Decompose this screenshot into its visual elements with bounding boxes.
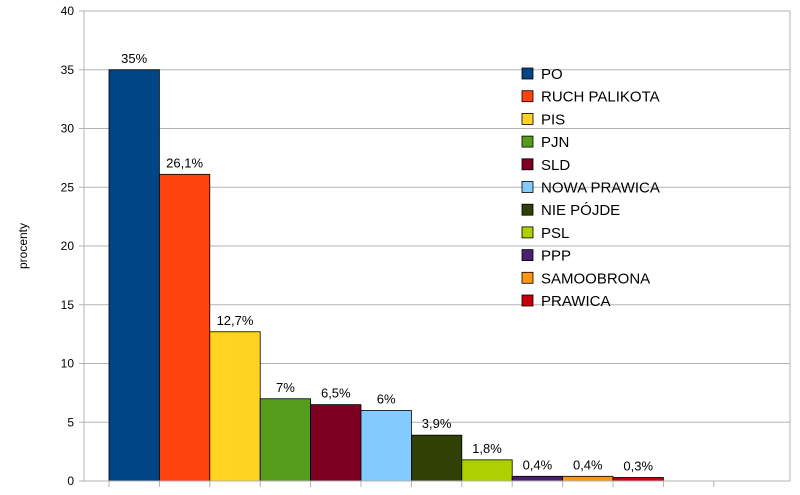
y-tick-label: 20	[61, 239, 75, 253]
y-tick-label: 0	[67, 474, 74, 488]
legend-label: PIS	[541, 111, 565, 128]
y-tick-label: 25	[61, 180, 75, 194]
legend-swatch	[521, 113, 534, 125]
legend-swatch	[521, 158, 534, 171]
bar-ppp	[511, 475, 564, 482]
data-labels: 35% 26,1% 12,7% 7% 6,5% 6% 3,9% 1,8% 0,4% 0,4% 0,3…	[121, 51, 653, 474]
legend-label: SAMOOBRONA	[541, 270, 650, 287]
bars	[108, 69, 664, 482]
legend-label: PJN	[541, 134, 569, 151]
bar-nowa-prawica	[360, 410, 412, 482]
legend-label: PO	[541, 66, 563, 83]
y-tick-label: 30	[61, 122, 75, 136]
y-axis-ticks: 0 5 10 15 20 25 30 35 40	[61, 4, 84, 488]
bar-psl	[461, 459, 513, 482]
data-label: 0,4%	[573, 457, 603, 472]
data-label: 6%	[377, 392, 396, 407]
data-label: 35%	[121, 51, 147, 66]
legend-label: NOWA PRAWICA	[541, 180, 660, 197]
legend: PO RUCH PALIKOTA PIS PJN SLD NOWA PRAWICA NIE …	[521, 66, 660, 310]
legend-swatch	[521, 135, 534, 148]
data-label: 0,4%	[523, 457, 553, 472]
y-tick-label: 40	[61, 4, 75, 18]
y-tick-label: 5	[67, 415, 74, 429]
y-tick-label: 15	[61, 298, 75, 312]
legend-swatch	[521, 181, 534, 193]
bar-pjn	[259, 398, 312, 482]
bar-po	[108, 69, 160, 482]
legend-swatch	[521, 90, 534, 103]
legend-swatch	[521, 271, 534, 284]
legend-swatch	[521, 249, 534, 262]
bar-sld	[310, 404, 362, 482]
bar-pis	[209, 331, 261, 482]
legend-swatch	[521, 203, 534, 216]
bar-nie-pójde	[410, 434, 463, 482]
data-label: 6,5%	[321, 386, 351, 401]
data-label: 12,7%	[217, 313, 254, 328]
legend-label: PSL	[541, 225, 569, 242]
legend-label: PPP	[541, 248, 571, 265]
y-tick-label: 10	[61, 357, 75, 371]
bar-ruch-palikota	[158, 173, 211, 482]
legend-swatch	[521, 294, 534, 307]
legend-swatch	[521, 226, 534, 239]
axes	[83, 11, 791, 487]
data-label: 26,1%	[166, 155, 203, 170]
data-label: 0,3%	[623, 458, 653, 473]
bar-prawica	[612, 477, 664, 482]
legend-label: SLD	[541, 157, 570, 174]
legend-label: PRAWICA	[541, 293, 610, 310]
data-label: 3,9%	[422, 416, 452, 431]
y-axis-label: procenty	[16, 223, 30, 269]
legend-swatch	[521, 67, 534, 80]
data-label: 1,8%	[472, 441, 502, 456]
y-tick-label: 35	[61, 63, 75, 77]
legend-label: RUCH PALIKOTA	[541, 89, 660, 106]
legend-label: NIE PÓJDE	[541, 202, 620, 219]
bar-samoobrona	[562, 475, 614, 482]
data-label: 7%	[276, 380, 295, 395]
